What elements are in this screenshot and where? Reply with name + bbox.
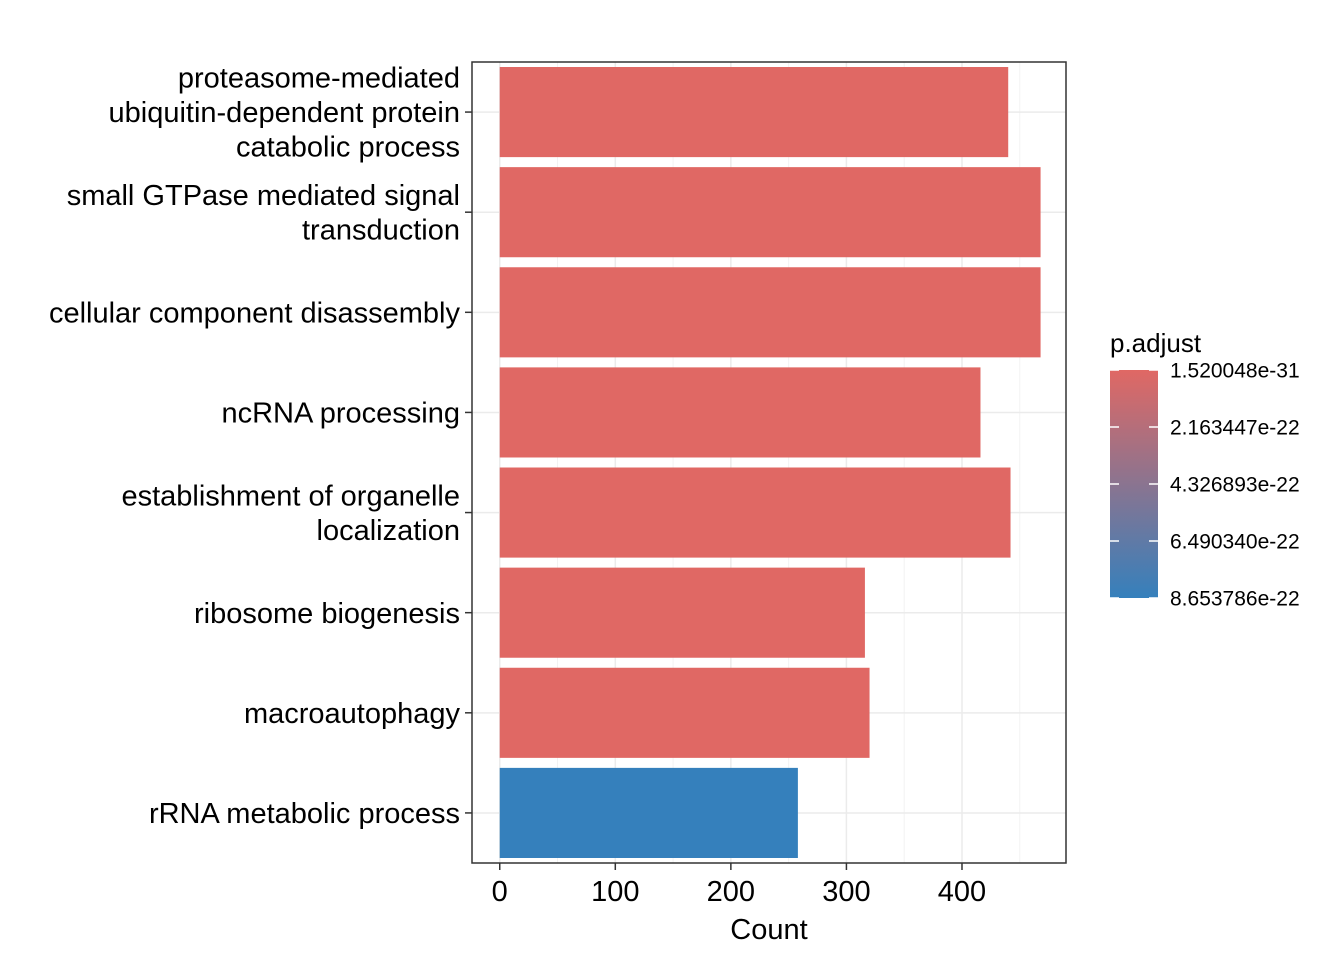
bar bbox=[499, 467, 1011, 558]
legend-tick-label: 2.163447e-22 bbox=[1170, 416, 1300, 439]
y-tick-label: establishment of organelle localization bbox=[121, 480, 460, 547]
bar bbox=[499, 767, 798, 858]
y-tick-label-line: localization bbox=[317, 515, 460, 547]
y-tick-label: cellular component disassembly bbox=[49, 297, 461, 329]
y-tick-label-line: small GTPase mediated signal bbox=[67, 180, 460, 212]
x-axis: 0 100 200 300 400 bbox=[492, 863, 986, 908]
y-axis: proteasome-mediated ubiquitin-dependent p… bbox=[49, 63, 472, 830]
y-tick-label-line: establishment of organelle bbox=[121, 480, 460, 512]
legend: p.adjust 1.520048e-31 2.163447e-22 4.32689… bbox=[1110, 328, 1300, 610]
bar bbox=[499, 67, 1009, 158]
y-tick-label-line: cellular component disassembly bbox=[49, 297, 461, 329]
legend-tick-label: 4.326893e-22 bbox=[1170, 473, 1300, 496]
bars bbox=[499, 67, 1041, 858]
bar bbox=[499, 667, 870, 758]
panel-border bbox=[471, 61, 1067, 864]
y-tick-label-line: catabolic process bbox=[236, 132, 460, 164]
bar bbox=[499, 367, 981, 458]
y-tick-label-line: ncRNA processing bbox=[221, 398, 460, 430]
x-tick-label: 400 bbox=[938, 876, 986, 908]
y-tick-label: ncRNA processing bbox=[221, 398, 460, 430]
legend-tick-label: 8.653786e-22 bbox=[1170, 587, 1300, 610]
x-tick-label: 300 bbox=[822, 876, 870, 908]
y-tick-label-line: macroautophagy bbox=[244, 698, 461, 730]
legend-tick-label: 1.520048e-31 bbox=[1170, 359, 1300, 382]
y-tick-label-line: ribosome biogenesis bbox=[194, 598, 460, 630]
bar bbox=[499, 567, 865, 658]
x-axis-title: Count bbox=[730, 914, 807, 946]
y-tick-label-line: proteasome-mediated bbox=[178, 63, 460, 95]
x-tick-label: 0 bbox=[492, 876, 508, 908]
y-tick-label: rRNA metabolic process bbox=[149, 798, 460, 830]
y-tick-label: small GTPase mediated signal transduction bbox=[67, 180, 460, 247]
y-tick-label: macroautophagy bbox=[244, 698, 461, 730]
y-tick-label-line: rRNA metabolic process bbox=[149, 798, 460, 830]
y-tick-label: proteasome-mediated ubiquitin-dependent p… bbox=[109, 63, 461, 164]
legend-ticks: 1.520048e-31 2.163447e-22 4.326893e-22 6.49… bbox=[1110, 359, 1300, 610]
bar bbox=[499, 167, 1041, 258]
y-tick-label-line: transduction bbox=[302, 215, 460, 247]
bar bbox=[499, 267, 1041, 358]
legend-title: p.adjust bbox=[1110, 328, 1202, 358]
y-tick-label: ribosome biogenesis bbox=[194, 598, 460, 630]
x-tick-label: 200 bbox=[707, 876, 755, 908]
y-tick-label-line: ubiquitin-dependent protein bbox=[109, 97, 461, 129]
legend-tick-label: 6.490340e-22 bbox=[1170, 530, 1300, 553]
x-tick-label: 100 bbox=[591, 876, 639, 908]
